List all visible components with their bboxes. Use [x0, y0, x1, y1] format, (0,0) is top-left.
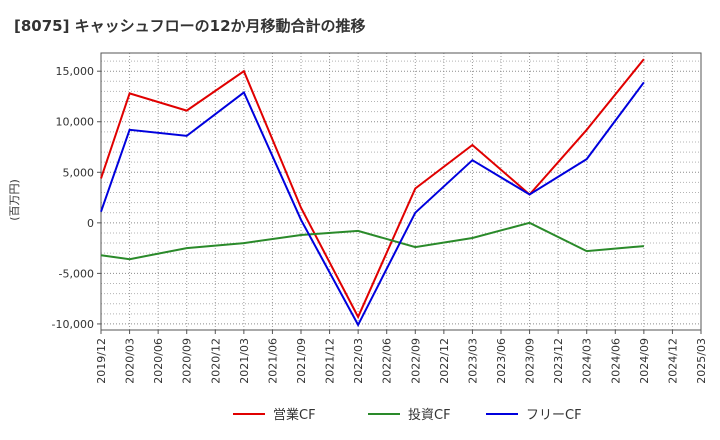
x-axis-ticks: 2019/12 2020/03 2020/06 2020/09 2020/12 2021/… [95, 330, 708, 384]
x-tick-label: 2021/06 [266, 338, 279, 384]
x-tick-label: 2021/09 [295, 338, 308, 384]
series-line [100, 221, 644, 261]
x-tick-label: 2024/09 [638, 338, 651, 384]
y-axis-ticks: -10,000 -5,000 0 5,000 10,000 15,000 [52, 65, 101, 331]
x-tick-label: 2025/03 [695, 338, 708, 384]
x-tick-label: 2023/12 [552, 338, 565, 384]
x-tick-label: 2020/03 [124, 338, 137, 384]
series-layer [100, 58, 645, 328]
chart-title: [8075] キャッシュフローの12か月移動合計の推移 [14, 17, 366, 35]
legend-label: 投資CF [408, 407, 451, 423]
x-tick-label: 2024/03 [581, 338, 594, 384]
x-tick-label: 2020/09 [181, 338, 194, 384]
x-tick-label: 2023/06 [495, 338, 508, 384]
grid-layer [101, 53, 701, 330]
legend: 営業CF 投資CF フリーCF [233, 407, 582, 423]
x-tick-label: 2022/09 [409, 338, 422, 384]
x-tick-label: 2022/03 [352, 338, 365, 384]
x-tick-label: 2022/06 [381, 338, 394, 384]
y-tick-label: -10,000 [52, 318, 94, 331]
x-tick-label: 2019/12 [95, 338, 108, 384]
y-tick-label: 5,000 [63, 166, 95, 179]
x-tick-label: 2024/06 [609, 338, 622, 384]
y-tick-label: 10,000 [56, 116, 95, 129]
y-tick-label: 15,000 [56, 65, 95, 78]
y-tick-label: 0 [87, 217, 94, 230]
x-tick-label: 2022/12 [438, 338, 451, 384]
plot-area-frame [100, 52, 702, 331]
legend-label: フリーCF [526, 408, 582, 423]
series-line [100, 58, 645, 320]
y-axis-label: (百万円) [8, 179, 21, 221]
y-tick-label: -5,000 [59, 267, 94, 280]
x-tick-label: 2020/12 [209, 338, 222, 384]
x-tick-label: 2021/12 [324, 338, 337, 384]
x-tick-label: 2023/03 [466, 338, 479, 384]
legend-label: 営業CF [273, 407, 316, 423]
x-tick-label: 2024/12 [666, 338, 679, 384]
series-line [100, 81, 645, 328]
x-tick-label: 2023/09 [524, 338, 537, 384]
x-tick-label: 2021/03 [238, 338, 251, 384]
x-tick-label: 2020/06 [152, 338, 165, 384]
